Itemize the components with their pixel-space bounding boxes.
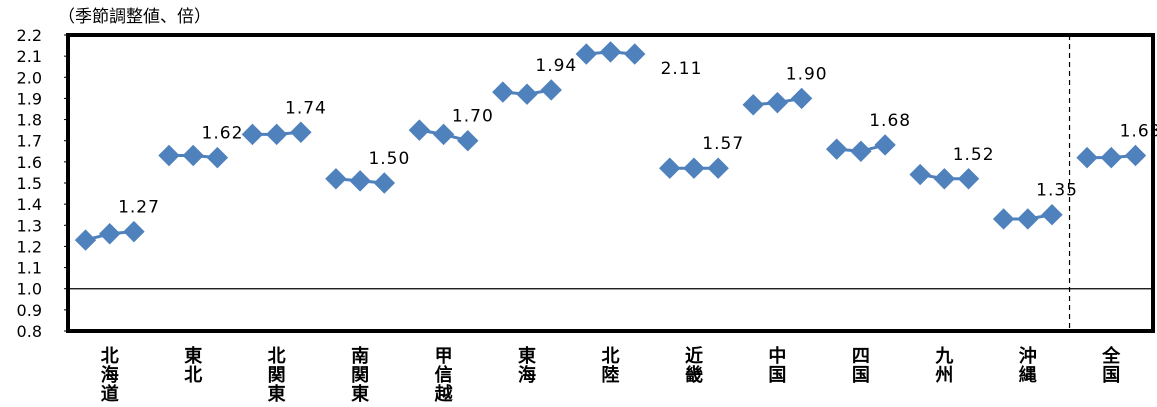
data-point xyxy=(408,119,431,141)
data-point xyxy=(766,91,789,114)
data-point xyxy=(74,229,97,251)
data-point xyxy=(1100,146,1122,169)
data-point xyxy=(99,223,121,245)
data-point xyxy=(349,170,371,192)
y-tick-label: 2.0 xyxy=(17,68,42,87)
data-point xyxy=(1041,204,1063,226)
x-category-label: 北関東 xyxy=(268,346,286,405)
data-label: 2.11 xyxy=(661,59,703,79)
data-point xyxy=(432,123,455,146)
y-tick-label: 2.2 xyxy=(17,26,42,45)
data-point xyxy=(683,157,705,179)
x-category-label: 九州 xyxy=(934,346,953,386)
y-tick-label: 1.6 xyxy=(17,153,42,172)
data-point xyxy=(516,83,538,105)
data-point xyxy=(659,157,681,179)
data-point xyxy=(373,172,396,194)
y-unit-label: （季節調整値、倍） xyxy=(58,7,211,27)
data-label: 1.94 xyxy=(535,56,577,76)
data-label: 1.68 xyxy=(869,111,911,131)
data-point xyxy=(575,43,598,65)
data-point xyxy=(933,168,956,190)
data-point xyxy=(290,121,312,143)
data-point xyxy=(1017,208,1039,230)
y-tick-label: 1.1 xyxy=(17,259,42,278)
data-point xyxy=(790,87,813,110)
y-tick-label: 1.2 xyxy=(17,237,42,256)
data-label: 1.57 xyxy=(702,134,744,154)
data-label: 1.35 xyxy=(1036,181,1078,201)
x-category-label: 東北 xyxy=(184,345,202,386)
data-point xyxy=(1124,144,1147,167)
y-tick-label: 1.4 xyxy=(17,195,42,214)
y-tick-label: 0.9 xyxy=(17,301,42,320)
x-category-label: 北陸 xyxy=(602,346,620,386)
x-category-label: 四国 xyxy=(852,346,870,386)
data-point xyxy=(182,144,204,167)
data-point xyxy=(241,123,264,146)
x-category-label: 甲信越 xyxy=(434,346,454,405)
data-point xyxy=(623,43,646,65)
y-tick-label: 1.8 xyxy=(17,111,42,130)
data-point xyxy=(492,81,514,103)
plot-frame xyxy=(66,33,1155,333)
data-point xyxy=(457,130,479,152)
y-tick-label: 1.0 xyxy=(17,280,42,299)
data-point xyxy=(158,144,180,167)
data-point xyxy=(265,123,288,146)
data-point xyxy=(850,140,872,162)
data-point xyxy=(992,208,1015,230)
data-point xyxy=(825,138,848,160)
x-category-label: 沖縄 xyxy=(1019,345,1037,386)
y-tick-label: 2.1 xyxy=(17,47,42,66)
data-point xyxy=(206,146,229,169)
data-label: 1.90 xyxy=(786,64,828,84)
y-tick-label: 1.3 xyxy=(17,216,42,235)
data-label: 1.27 xyxy=(118,198,160,218)
x-category-label: 東海 xyxy=(518,345,536,386)
data-point xyxy=(909,163,931,186)
y-tick-label: 0.8 xyxy=(17,322,42,341)
data-label: 1.63 xyxy=(1120,122,1157,142)
data-point xyxy=(599,41,622,63)
y-tick-label: 1.9 xyxy=(17,89,42,108)
data-label: 1.62 xyxy=(202,124,244,144)
data-point xyxy=(540,79,562,101)
data-label: 1.70 xyxy=(452,107,494,127)
x-category-label: 全国 xyxy=(1101,345,1121,386)
data-label: 1.74 xyxy=(285,98,327,118)
y-tick-label: 1.5 xyxy=(17,174,42,193)
data-point xyxy=(957,168,980,190)
data-point xyxy=(707,157,729,179)
data-point xyxy=(742,94,764,116)
data-label: 1.50 xyxy=(368,149,410,169)
data-point xyxy=(1076,146,1098,169)
x-category-label: 中国 xyxy=(768,345,786,386)
data-point xyxy=(123,220,145,243)
data-point xyxy=(874,134,896,156)
data-point xyxy=(325,168,347,190)
x-category-label: 南関東 xyxy=(351,345,369,405)
x-category-label: 北海道 xyxy=(101,346,119,405)
y-tick-label: 1.7 xyxy=(17,132,42,151)
x-category-label: 近畿 xyxy=(685,345,703,386)
data-label: 1.52 xyxy=(953,145,995,165)
